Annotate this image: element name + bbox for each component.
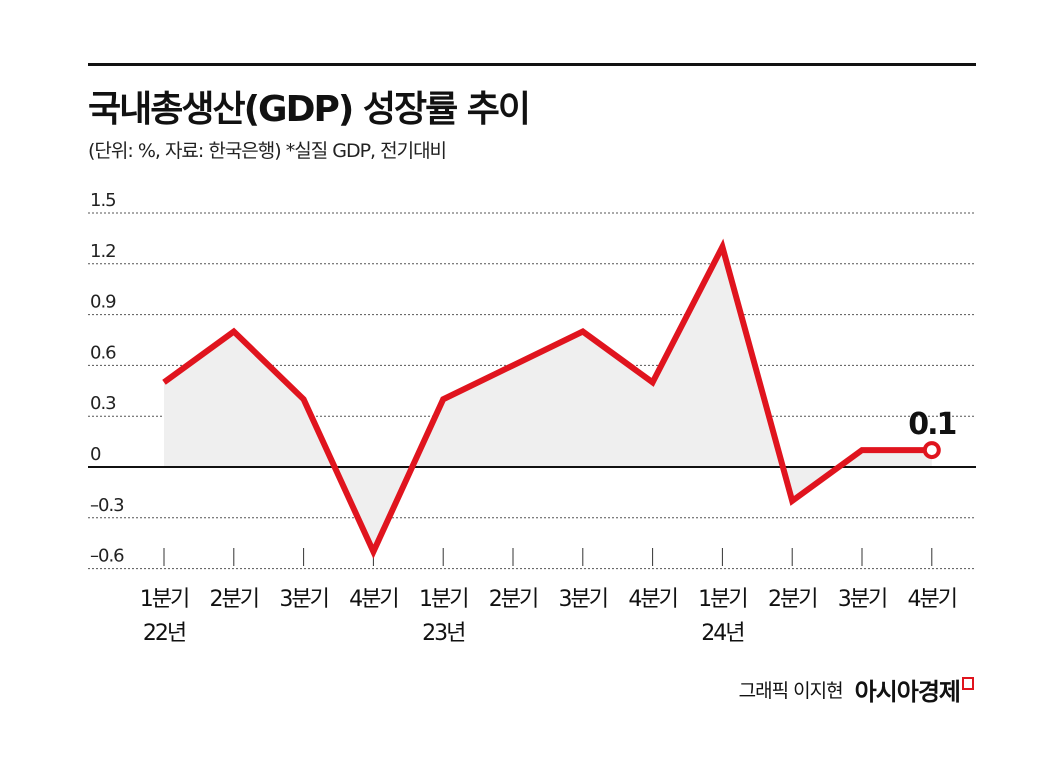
y-tick-label: –0.3 (90, 495, 124, 516)
year-label: 23년 (422, 621, 464, 646)
x-tick-label: 2분기 (489, 587, 537, 612)
graphic-credit: 그래픽 이지현 (738, 680, 844, 702)
x-tick-label: 1분기 (698, 587, 746, 612)
y-tick-label: 0.6 (90, 342, 116, 363)
y-tick-label: 1.2 (90, 241, 116, 262)
area-fill (164, 246, 932, 552)
x-tick-label: 3분기 (838, 587, 886, 612)
x-tick-label: 1분기 (419, 587, 467, 612)
x-tick-label: 4분기 (628, 587, 676, 612)
brand-mark-icon (962, 677, 974, 690)
brand-logo: 아시아경제 (855, 672, 974, 707)
top-rule (88, 63, 976, 66)
x-tick-label: 1분기 (140, 587, 188, 612)
series-line (162, 238, 932, 559)
last-value-label: 0.1 (908, 407, 955, 442)
x-tick-label: 4분기 (908, 587, 956, 612)
year-label: 22년 (143, 621, 185, 646)
y-tick-label: 0 (90, 444, 101, 465)
y-tick-label: 0.9 (90, 292, 116, 313)
y-tick-label: –0.6 (90, 546, 124, 567)
chart-title: 국내총생산(GDP) 성장률 추이 (88, 89, 531, 130)
y-tick-label: 1.5 (90, 190, 116, 211)
chart-subtitle: (단위: %, 자료: 한국은행) *실질 GDP, 전기대비 (88, 140, 447, 162)
x-tick-label: 3분기 (279, 587, 327, 612)
x-tick-label: 2분기 (768, 587, 816, 612)
y-tick-label: 0.3 (90, 393, 116, 414)
x-tick-label: 3분기 (559, 587, 607, 612)
x-tick-label: 2분기 (210, 587, 258, 612)
x-tick-label: 4분기 (349, 587, 397, 612)
credit: 그래픽 이지현 아시아경제 (739, 672, 974, 707)
year-label: 24년 (701, 621, 743, 646)
data-point-last (922, 441, 941, 460)
